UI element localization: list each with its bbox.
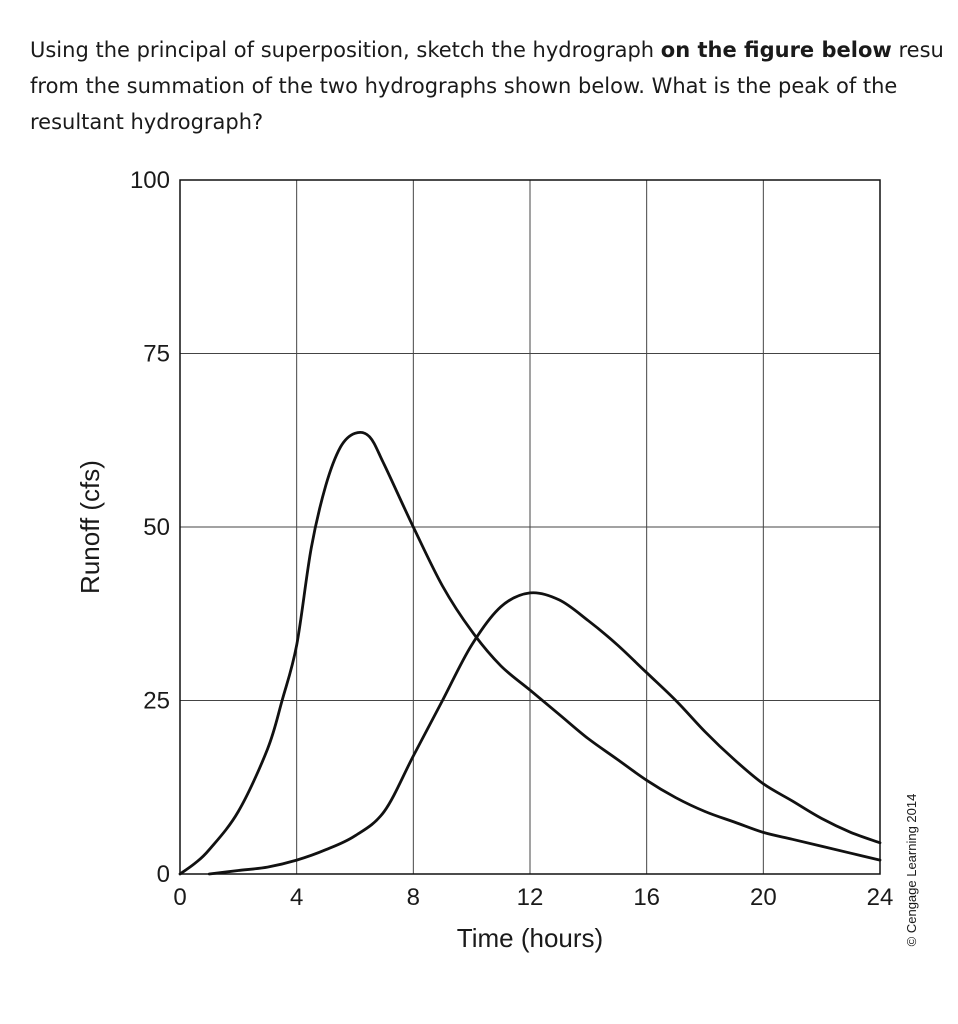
question-line3: resultant hydrograph? <box>30 110 264 134</box>
y-axis-title: Runoff (cfs) <box>75 460 105 594</box>
x-tick-label: 8 <box>407 884 420 911</box>
hydrograph-line-1 <box>178 430 882 876</box>
question-emphasis: on the figure below <box>660 38 892 62</box>
y-axis-ticks: 0 25 50 75 100 <box>130 167 170 888</box>
x-tick-label: 16 <box>633 884 660 911</box>
y-tick-label: 25 <box>143 688 170 715</box>
copyright-credit: © Cengage Learning 2014 <box>904 794 919 947</box>
plot-frame <box>179 179 881 875</box>
question-line2: from the summation of the two hydrograph… <box>30 74 898 98</box>
y-tick-label: 0 <box>157 861 170 888</box>
x-axis-title: Time (hours) <box>457 923 603 953</box>
question-text: Using the principal of superposition, sk… <box>30 32 958 140</box>
y-tick-label: 50 <box>143 514 170 541</box>
y-tick-label: 100 <box>130 167 170 194</box>
chart-series <box>178 430 882 876</box>
x-tick-label: 24 <box>867 884 894 911</box>
hydrograph-line-2 <box>207 591 882 876</box>
x-tick-label: 4 <box>290 884 303 911</box>
question-line1-start: Using the principal of superposition, sk… <box>30 38 661 62</box>
y-tick-label: 75 <box>143 341 170 368</box>
chart-grid <box>179 179 881 875</box>
x-tick-label: 12 <box>517 884 544 911</box>
x-axis-ticks: 0 4 8 12 16 20 24 <box>173 884 893 911</box>
x-tick-label: 20 <box>750 884 777 911</box>
question-line1-end: resu <box>891 38 944 62</box>
x-tick-label: 0 <box>173 884 186 911</box>
